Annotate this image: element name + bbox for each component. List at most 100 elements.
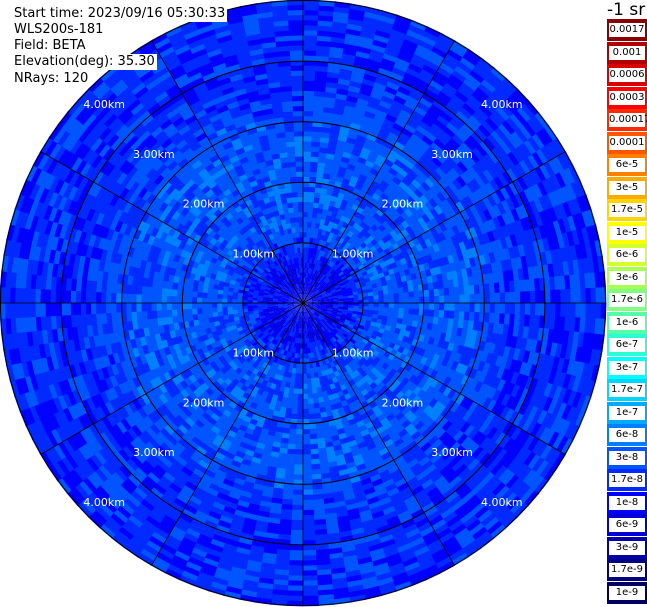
heatmap-cell [581, 210, 592, 229]
heatmap-cell [415, 470, 428, 482]
heatmap-cell [345, 574, 362, 583]
heatmap-cell [474, 449, 488, 463]
heatmap-cell [310, 146, 321, 153]
heatmap-cell [285, 458, 295, 465]
heatmap-cell [457, 277, 465, 288]
heatmap-cell [183, 480, 197, 492]
heatmap-cell [353, 303, 359, 307]
heatmap-cell [283, 322, 289, 328]
heatmap-cell [294, 347, 299, 354]
heatmap-cell [569, 274, 576, 291]
heatmap-cell [478, 57, 495, 73]
heatmap-cell [406, 279, 414, 287]
heatmap-cell [359, 30, 377, 40]
heatmap-cell [249, 461, 260, 470]
heatmap-cell [474, 86, 491, 102]
heatmap-cell [314, 253, 319, 260]
heatmap-cell [333, 228, 341, 236]
heatmap-cell [538, 426, 551, 444]
heatmap-cell [333, 282, 340, 288]
heatmap-cell [319, 261, 324, 268]
heatmap-cell [377, 314, 384, 321]
heatmap-cell [350, 261, 357, 268]
heatmap-cell [406, 400, 416, 411]
heatmap-cell [326, 389, 333, 397]
heatmap-cell [385, 320, 393, 328]
heatmap-cell [307, 305, 313, 308]
heatmap-cell [502, 324, 510, 337]
heatmap-cell [313, 301, 319, 303]
heatmap-cell [478, 421, 490, 435]
heatmap-cell [594, 318, 601, 336]
heatmap-cell [299, 307, 302, 313]
heatmap-cell [540, 411, 553, 429]
heatmap-cell [338, 304, 344, 308]
heatmap-cell [312, 392, 319, 399]
heatmap-cell [351, 336, 359, 343]
heatmap-cell [393, 581, 412, 592]
heatmap-cell [316, 167, 325, 174]
heatmap-cell [303, 110, 314, 117]
heatmap-cell [278, 331, 284, 338]
heatmap-cell [325, 279, 331, 285]
heatmap-cell [327, 542, 342, 550]
heatmap-cell [563, 167, 577, 186]
heatmap-cell [302, 434, 311, 440]
heatmap-cell [303, 171, 311, 177]
heatmap-cell [317, 296, 323, 300]
heatmap-cell [216, 519, 232, 530]
heatmap-cell [519, 388, 530, 403]
heatmap-cell [276, 421, 285, 429]
heatmap-cell [324, 277, 330, 283]
heatmap-cell [362, 164, 373, 173]
heatmap-cell [393, 62, 409, 73]
heatmap-cell [391, 188, 402, 199]
heatmap-cell [306, 378, 312, 385]
heatmap-cell [396, 542, 413, 554]
heatmap-cell [282, 488, 294, 496]
heatmap-cell [309, 237, 314, 244]
heatmap-cell [303, 4, 320, 11]
heatmap-cell [542, 429, 556, 446]
heatmap-cell [379, 417, 390, 427]
heatmap-cell [304, 287, 306, 294]
heatmap-cell [401, 318, 409, 326]
heatmap-cell [196, 571, 215, 582]
heatmap-cell [494, 292, 501, 304]
heatmap-cell [524, 303, 531, 316]
heatmap-cell [228, 464, 240, 474]
heatmap-cell [407, 285, 414, 293]
heatmap-cell [403, 308, 410, 315]
heatmap-cell [450, 499, 466, 513]
heatmap-cell [398, 463, 411, 475]
heatmap-cell [316, 172, 325, 179]
heatmap-cell [298, 322, 301, 329]
heatmap-cell [397, 167, 409, 178]
heatmap-cell [425, 539, 443, 552]
heatmap-cell [499, 140, 513, 156]
heatmap-cell [353, 333, 361, 340]
heatmap-cell [309, 332, 313, 338]
heatmap-cell [531, 439, 544, 456]
heatmap-cell [296, 403, 303, 410]
heatmap-cell [483, 312, 490, 324]
heatmap-cell [586, 209, 597, 228]
heatmap-cell [333, 272, 339, 278]
heatmap-cell [408, 374, 418, 384]
heatmap-cell [368, 446, 379, 456]
heatmap-cell [314, 324, 319, 331]
heatmap-cell [224, 451, 236, 461]
heatmap-cell [352, 453, 363, 463]
heatmap-cell [552, 189, 564, 207]
heatmap-cell [296, 317, 300, 323]
heatmap-cell [314, 412, 322, 419]
heatmap-cell [435, 37, 454, 50]
heatmap-cell [298, 307, 301, 313]
heatmap-cell [308, 352, 312, 359]
heatmap-cell [315, 290, 321, 295]
heatmap-cell [321, 292, 327, 296]
heatmap-cell [428, 543, 445, 556]
heatmap-cell [307, 304, 314, 306]
heatmap-cell [447, 412, 459, 425]
heatmap-cell [364, 264, 371, 272]
